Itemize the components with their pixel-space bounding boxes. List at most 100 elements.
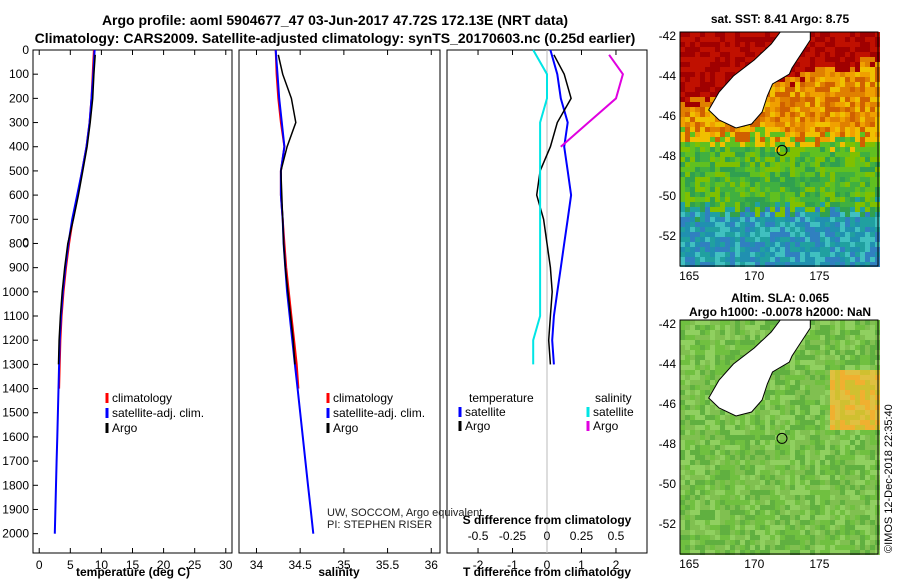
legend-diff-temperature-title: temperature [469, 391, 534, 405]
series-line-difference [532, 49, 548, 365]
y-tick-label: 700 [9, 212, 29, 226]
y-tick-label: 900 [9, 261, 29, 275]
map-y-tick-label-sla-map: -48 [659, 437, 677, 451]
map-y-tick-label-sla-map: -44 [659, 357, 677, 371]
map-x-tick-label-sst-map: 165 [679, 269, 699, 283]
map-x-tick-label-sst-map: 175 [809, 269, 829, 283]
credit-line1: UW, SOCCOM, Argo equivalent [327, 507, 483, 519]
legend-diff-temp-argo: Argo [465, 419, 491, 433]
legend-diff-temp-satellite: satellite [465, 405, 506, 419]
y-tick-label: 1000 [2, 285, 29, 299]
y-tick-label: 1700 [2, 454, 29, 468]
south-island-land [708, 31, 811, 129]
map-y-tick-label-sla-map: -50 [659, 477, 677, 491]
y-tick-label: 500 [9, 164, 29, 178]
series-line-difference [549, 49, 573, 365]
map-x-tick-label-sla-map: 170 [744, 557, 764, 571]
y-tick-label: 800 [9, 236, 29, 250]
y-tick-label: 1600 [2, 430, 29, 444]
x-tick-label-difference: -2 [473, 558, 484, 572]
sst-map-title: sat. SST: 8.41 Argo: 8.75 [710, 12, 850, 26]
x-axis-label-salinity: salinity [318, 565, 360, 579]
x-tick-label-top-difference: 0.25 [570, 529, 594, 543]
series-line-salinity [277, 54, 297, 365]
x-tick-label-salinity: 34 [250, 558, 264, 572]
map-y-tick-label-sst-map: -50 [659, 189, 677, 203]
legend-diff-salinity-title: salinity [595, 391, 632, 405]
series-line-difference [560, 54, 624, 148]
legend-salinity-2: Argo [333, 421, 359, 435]
x-tick-label-temperature: 0 [36, 558, 43, 572]
y-tick-label: 1500 [2, 406, 29, 420]
y-tick-label: 400 [9, 140, 29, 154]
argo-location-marker [776, 432, 788, 444]
map-frame-sla-map [679, 319, 879, 555]
imos-timestamp: ©IMOS 12-Dec-2018 22:35:40 [883, 404, 895, 553]
x-tick-label-difference: -1 [507, 558, 518, 572]
map-sst-map [679, 31, 880, 267]
y-tick-label: 1100 [3, 309, 29, 323]
x-tick-label-temperature: 10 [95, 558, 109, 572]
series-line-temperature [53, 49, 96, 534]
legend-diff-sal-argo: Argo [593, 419, 619, 433]
map-x-tick-label-sst-map: 170 [744, 269, 764, 283]
sla-map-title-line1: Altim. SLA: 0.065 [730, 291, 830, 305]
x-tick-label-temperature: 15 [126, 558, 140, 572]
x-tick-label-temperature: 25 [188, 558, 202, 572]
x-tick-label-top-difference: -0.5 [468, 529, 489, 543]
map-y-tick-label-sst-map: -42 [659, 29, 677, 43]
x-tick-label-temperature: 30 [219, 558, 233, 572]
series-line-salinity [274, 49, 315, 534]
y-tick-label: 200 [9, 91, 29, 105]
legend-temperature-0: climatology [112, 391, 172, 405]
x-tick-label-top-difference: 0.5 [608, 529, 625, 543]
argo-location-marker [776, 144, 788, 156]
legend-salinity-0: climatology [333, 391, 393, 405]
map-y-tick-label-sla-map: -46 [659, 397, 677, 411]
y-tick-label: 0 [22, 235, 29, 249]
south-island-land [708, 319, 811, 417]
map-y-tick-label-sst-map: -48 [659, 149, 677, 163]
y-tick-label: 1400 [2, 382, 29, 396]
x-tick-label-salinity: 34.5 [288, 558, 312, 572]
y-tick-label: 2000 [2, 527, 29, 541]
y-tick-label: 100 [9, 67, 29, 81]
map-sla-map [679, 319, 880, 555]
x-tick-label-top-difference: -0.25 [499, 529, 527, 543]
map-frame-sst-map [679, 31, 879, 267]
x-axis-label-difference: T difference from climatology [463, 565, 631, 579]
y-tick-label: 1200 [2, 333, 29, 347]
y-tick-label: 1800 [2, 478, 29, 492]
y-tick-label: 0 [22, 43, 29, 57]
x-tick-label-salinity: 35 [337, 558, 351, 572]
map-y-tick-label-sst-map: -46 [659, 109, 677, 123]
legend-diff-sal-satellite: satellite [593, 405, 634, 419]
panel-frame-salinity [238, 49, 441, 554]
legend-temperature-2: Argo [112, 421, 138, 435]
x-tick-label-difference: 0 [544, 558, 551, 572]
x-tick-label-salinity: 36 [425, 558, 439, 572]
y-tick-label: 300 [9, 116, 29, 130]
plot-title-line1: Argo profile: aoml 5904677_47 03-Jun-201… [101, 12, 569, 28]
map-y-tick-label-sla-map: -42 [659, 317, 677, 331]
credit-line2: PI: STEPHEN RISER [327, 519, 433, 531]
x-tick-label-temperature: 5 [67, 558, 74, 572]
map-y-tick-label-sst-map: -44 [659, 69, 677, 83]
legend-temperature-1: satellite-adj. clim. [112, 406, 204, 420]
y-tick-label: 1300 [2, 357, 29, 371]
x-tick-label-difference: 2 [613, 558, 620, 572]
x-tick-label-top-difference: 0 [544, 529, 551, 543]
series-line-temperature [57, 54, 96, 365]
series-line-temperature [58, 49, 95, 389]
x-tick-label-temperature: 20 [157, 558, 171, 572]
x-tick-label-salinity: 35.5 [376, 558, 400, 572]
map-y-tick-label-sla-map: -52 [659, 517, 677, 531]
x-axis-label-temperature: temperature (deg C) [76, 565, 190, 579]
x-tick-label-difference: 1 [578, 558, 585, 572]
map-y-tick-label-sst-map: -52 [659, 229, 677, 243]
x-axis-label-top-difference: S difference from climatology [463, 513, 632, 527]
map-x-tick-label-sla-map: 175 [809, 557, 829, 571]
plot-title-line2: Climatology: CARS2009. Satellite-adjuste… [34, 30, 636, 46]
y-tick-label: 1900 [2, 502, 29, 516]
